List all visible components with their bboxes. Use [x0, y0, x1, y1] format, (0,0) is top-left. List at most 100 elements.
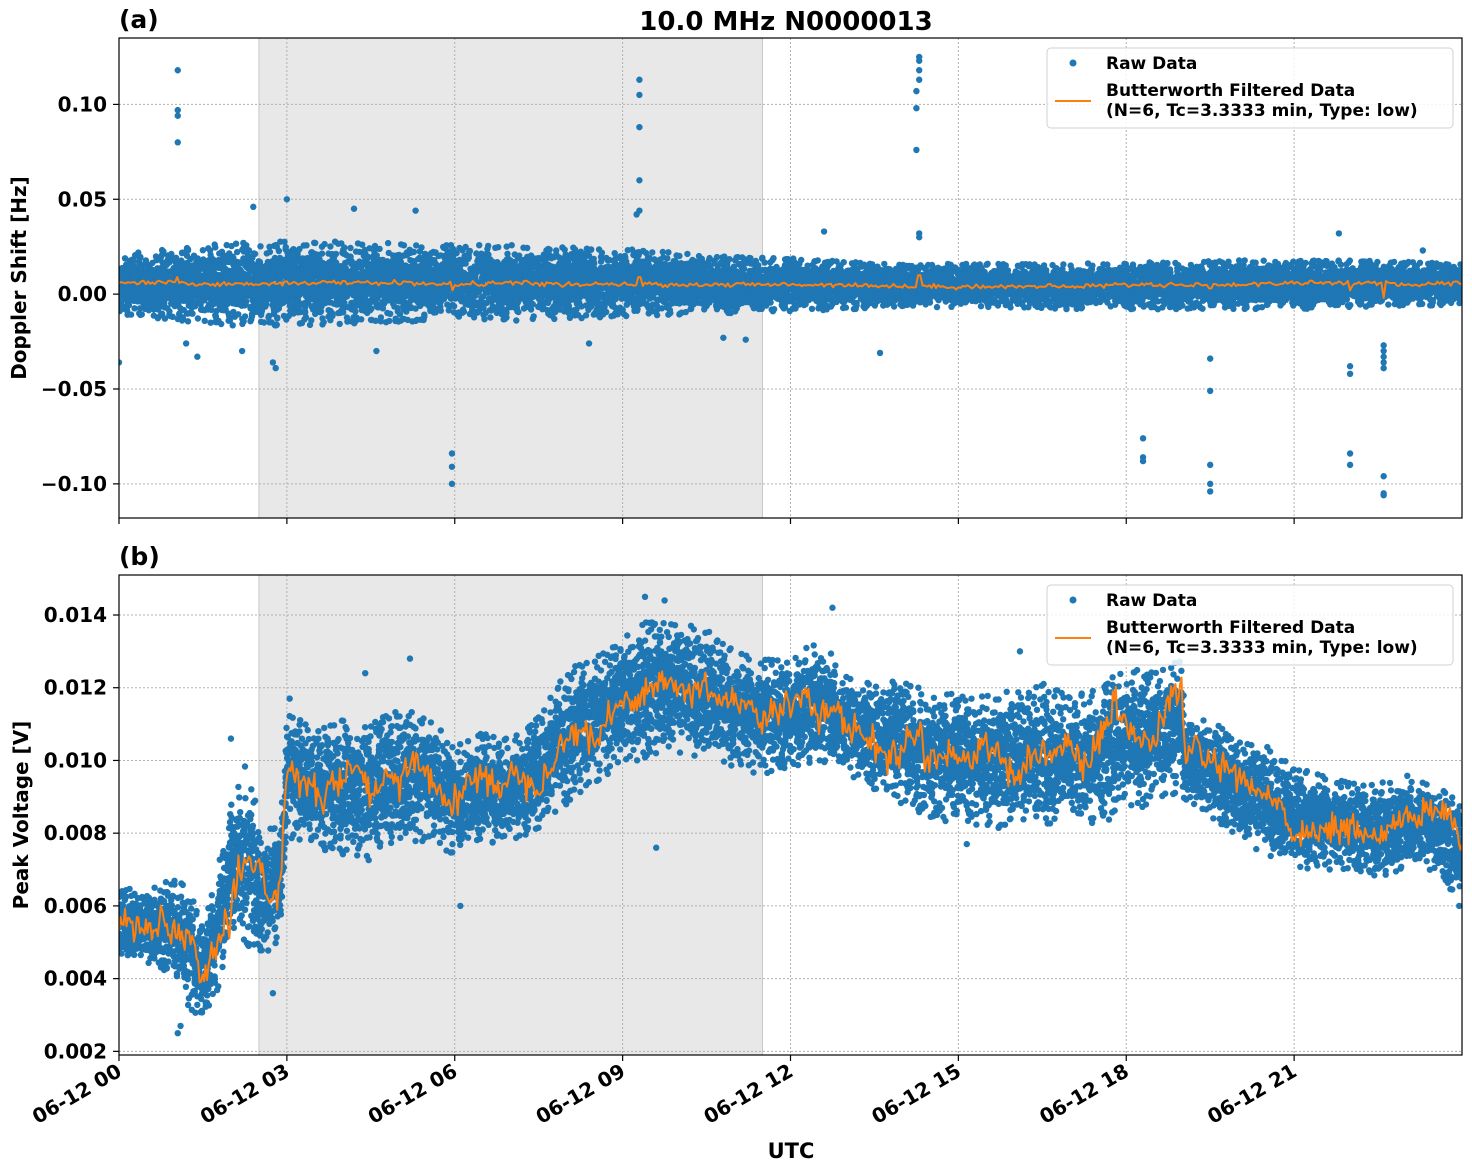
raw-data-point: [368, 305, 375, 312]
raw-data-point: [321, 240, 328, 248]
raw-data-point: [387, 310, 394, 317]
raw-data-point: [161, 315, 169, 322]
raw-data-point: [582, 312, 590, 319]
raw-data-point: [226, 317, 234, 324]
raw-data-point: [212, 244, 219, 251]
raw-data-point: [127, 311, 135, 318]
raw-data-point: [400, 242, 408, 249]
raw-data-point: [587, 246, 595, 253]
raw-data-point: [308, 317, 315, 324]
raw-data-point: [377, 314, 385, 321]
raw-data-point: [332, 250, 340, 258]
raw-data-point: [565, 302, 573, 310]
raw-data-point: [318, 250, 326, 257]
raw-data-point: [659, 248, 666, 256]
raw-data-point: [664, 255, 671, 262]
raw-data-point: [623, 312, 630, 320]
raw-data-point: [194, 315, 202, 322]
raw-data-point: [207, 319, 214, 326]
raw-data-point: [495, 244, 502, 251]
raw-data-point: [218, 320, 225, 328]
raw-data-point: [320, 318, 327, 326]
raw-data-point: [251, 250, 259, 258]
raw-data-point: [199, 247, 207, 254]
raw-data-point: [232, 240, 240, 247]
raw-data-point: [358, 316, 365, 323]
raw-data-point: [160, 248, 167, 255]
raw-data-point: [376, 245, 383, 253]
raw-data-point: [665, 249, 672, 256]
raw-data-point: [466, 247, 474, 255]
raw-data-point: [410, 248, 418, 256]
raw-data-point: [137, 253, 144, 261]
raw-data-point: [437, 307, 444, 314]
raw-data-point: [503, 309, 510, 317]
raw-data-point: [223, 241, 230, 249]
raw-data-point: [131, 305, 138, 312]
raw-data-point: [180, 316, 187, 323]
raw-data-point: [169, 313, 176, 320]
raw-data-point: [257, 243, 264, 250]
raw-data-point: [352, 308, 359, 315]
raw-data-point: [529, 301, 536, 308]
raw-data-point: [551, 315, 558, 323]
raw-data-point: [684, 250, 691, 258]
raw-data-point: [418, 244, 425, 251]
raw-data-point: [273, 321, 280, 328]
raw-data-point: [125, 302, 133, 309]
raw-data-point: [168, 250, 175, 258]
raw-data-point: [653, 311, 661, 319]
raw-data-point: [515, 308, 522, 316]
raw-data-point: [347, 244, 354, 252]
raw-data-point: [394, 305, 401, 312]
raw-data-point: [130, 257, 138, 265]
raw-data-point: [184, 247, 192, 254]
raw-data-point: [603, 308, 610, 316]
raw-data-point: [121, 255, 129, 262]
panel-a: −0.10−0.050.000.050.10(a)Doppler Shift […: [7, 5, 1463, 524]
raw-data-point: [275, 247, 283, 255]
raw-data-point: [184, 318, 192, 325]
raw-data-point: [513, 317, 520, 324]
raw-data-point: [241, 313, 249, 320]
raw-data-point: [384, 239, 392, 247]
raw-data-point: [281, 238, 288, 245]
raw-data-point: [329, 312, 336, 319]
raw-data-point: [327, 243, 334, 250]
raw-data-point: [421, 311, 428, 318]
raw-data-point: [213, 307, 220, 314]
raw-data-point: [208, 306, 215, 313]
raw-data-point: [312, 239, 319, 247]
raw-data-point: [487, 314, 494, 321]
raw-data-point: [158, 310, 166, 317]
raw-data-point: [460, 308, 468, 315]
raw-data-point: [667, 309, 674, 317]
figure-title: 10.0 MHz N0000013: [639, 7, 932, 37]
raw-data-point: [189, 310, 196, 317]
raw-data-point: [524, 244, 531, 252]
raw-data-point: [274, 315, 281, 322]
raw-data-point: [571, 246, 579, 253]
raw-data-point: [364, 253, 372, 260]
raw-data-point: [303, 242, 310, 249]
raw-data-point: [243, 298, 250, 305]
raw-data-point: [598, 249, 606, 256]
raw-data-point: [266, 248, 274, 256]
raw-data-point: [476, 242, 483, 249]
raw-data-point: [508, 242, 515, 249]
raw-data-point: [450, 303, 458, 310]
raw-data-point: [465, 254, 472, 261]
raw-data-point: [530, 313, 537, 320]
raw-data-point: [138, 311, 145, 318]
raw-data-point: [341, 244, 348, 251]
raw-data-point: [302, 314, 310, 321]
raw-data-point: [201, 317, 208, 324]
raw-data-point: [336, 320, 343, 328]
raw-data-point: [481, 316, 488, 323]
raw-data-point: [546, 246, 553, 253]
raw-data-point: [485, 242, 492, 250]
raw-data-point: [386, 317, 393, 325]
raw-data-point: [649, 249, 656, 256]
raw-data-point: [676, 252, 683, 260]
